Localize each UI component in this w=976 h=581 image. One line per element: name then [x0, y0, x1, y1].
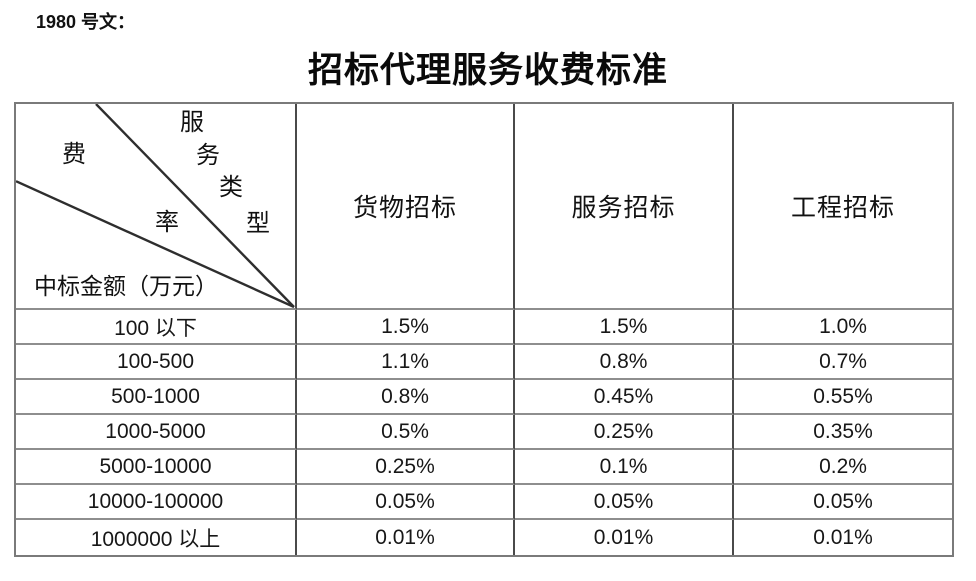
rate-cell: 1.0%	[734, 310, 952, 345]
table-row: 100 以下 1.5% 1.5% 1.0%	[16, 310, 952, 345]
rate-cell: 0.05%	[515, 485, 734, 520]
rate-cell: 0.01%	[297, 520, 515, 555]
table-header-row: 服 务 类 型 费 率 中标金额（万元） 货物招标 服务招标 工程招标	[16, 104, 952, 310]
table-row: 10000-100000 0.05% 0.05% 0.05%	[16, 485, 952, 520]
corner-char-rate: 费	[62, 142, 86, 168]
rate-cell: 0.1%	[515, 450, 734, 485]
amount-range-cell: 500-1000	[16, 380, 297, 415]
rate-cell: 0.7%	[734, 345, 952, 380]
amount-range-cell: 5000-10000	[16, 450, 297, 485]
corner-char-service: 型	[246, 211, 270, 237]
corner-char-rate: 率	[155, 210, 179, 236]
rate-cell: 0.8%	[297, 380, 515, 415]
amount-range-cell: 10000-100000	[16, 485, 297, 520]
amount-range-cell: 1000-5000	[16, 415, 297, 450]
diagonal-header-cell: 服 务 类 型 费 率 中标金额（万元）	[16, 104, 297, 310]
amount-range-cell: 100-500	[16, 345, 297, 380]
rate-cell: 0.05%	[297, 485, 515, 520]
table-row: 500-1000 0.8% 0.45% 0.55%	[16, 380, 952, 415]
table-row: 1000000 以上 0.01% 0.01% 0.01%	[16, 520, 952, 555]
column-header-services: 服务招标	[515, 104, 734, 310]
amount-range-cell: 100 以下	[16, 310, 297, 345]
corner-char-service: 务	[196, 143, 220, 169]
amount-axis-label: 中标金额（万元）	[34, 274, 218, 299]
table-row: 100-500 1.1% 0.8% 0.7%	[16, 345, 952, 380]
rate-cell: 0.35%	[734, 415, 952, 450]
rate-cell: 1.1%	[297, 345, 515, 380]
table-row: 5000-10000 0.25% 0.1% 0.2%	[16, 450, 952, 485]
rate-cell: 0.01%	[813, 525, 873, 549]
corner-char-service: 类	[219, 175, 243, 201]
rate-cell: 0.55%	[734, 380, 952, 415]
rate-cell: 0.5%	[297, 415, 515, 450]
rate-cell: 0.45%	[515, 380, 734, 415]
rate-cell: 0.05%	[734, 485, 952, 520]
rate-cell: 0.8%	[515, 345, 734, 380]
rate-cell: 0.01%	[515, 520, 734, 555]
column-header-goods: 货物招标	[297, 104, 515, 310]
amount-range-cell: 1000000 以上	[16, 520, 297, 555]
diagonal-divider-lines	[16, 104, 295, 308]
corner-char-service: 服	[180, 110, 204, 136]
page-title: 招标代理服务收费标准	[307, 51, 668, 90]
fee-table: 服 务 类 型 费 率 中标金额（万元） 货物招标 服务招标 工程招标 100 …	[14, 102, 954, 557]
table-row: 1000-5000 0.5% 0.25% 0.35%	[16, 415, 952, 450]
column-header-works: 工程招标	[734, 104, 952, 310]
rate-cell: 0.2%	[734, 450, 952, 485]
rate-cell: 0.25%	[297, 450, 515, 485]
rate-cell: 1.5%	[515, 310, 734, 345]
rate-cell: 1.5%	[297, 310, 515, 345]
rate-cell: 0.25%	[515, 415, 734, 450]
doc-number-label: 1980 号文：	[36, 12, 136, 32]
